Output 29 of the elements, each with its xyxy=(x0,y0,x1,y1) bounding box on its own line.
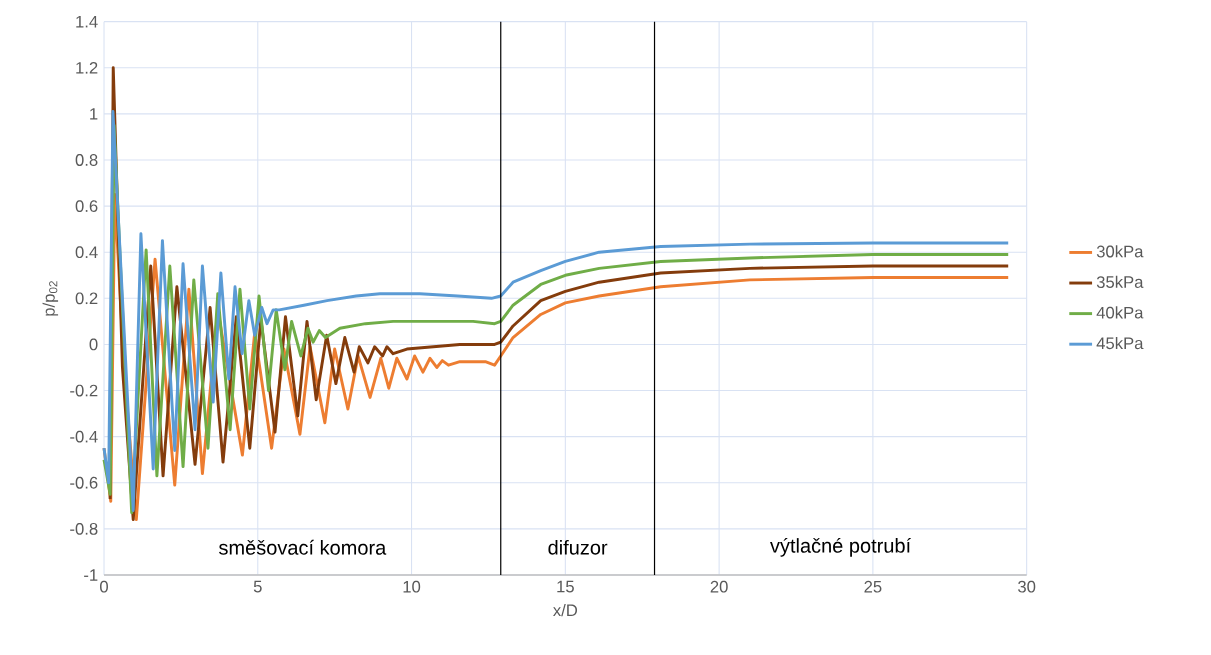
x-tick-label: 20 xyxy=(710,580,728,593)
y-tick-label: -0.2 xyxy=(70,384,98,397)
y-tick-label: 1 xyxy=(90,108,98,120)
y-tick-label: 0.2 xyxy=(75,292,98,305)
y-tick-label: -0.8 xyxy=(70,522,98,535)
x-tick-label: 5 xyxy=(253,580,262,593)
annotation: směšovací komora xyxy=(219,539,387,555)
x-tick-label: 25 xyxy=(864,580,882,593)
y-tick-label: 0.8 xyxy=(75,154,98,166)
annotation: výtlačné potrubí xyxy=(770,537,912,557)
y-tick-label: 0 xyxy=(89,338,98,351)
y-tick-label: 0.6 xyxy=(75,200,98,212)
y-tick-label: -0.4 xyxy=(70,430,98,443)
y-tick-label: -1 xyxy=(84,569,98,581)
x-tick-label: 30 xyxy=(1018,580,1036,593)
y-tick-label: 1.2 xyxy=(76,61,98,74)
legend-label: 30kPa xyxy=(1096,245,1144,258)
y-tick-label: 1.4 xyxy=(76,15,98,28)
legend-label: 40kPa xyxy=(1096,306,1144,319)
y-tick-label: 0.4 xyxy=(75,246,98,259)
annotation: difuzor xyxy=(548,539,608,555)
y-axis-title: p/p$_{02}$ xyxy=(42,281,59,316)
x-axis-title: x/D xyxy=(553,603,578,617)
x-tick-label: 0 xyxy=(100,580,108,593)
legend-label: 35kPa xyxy=(1096,275,1144,288)
x-tick-label: 15 xyxy=(557,580,574,593)
x-tick-label: 10 xyxy=(403,580,421,593)
legend-label: 45kPa xyxy=(1096,336,1144,350)
y-tick-label: -0.6 xyxy=(70,476,98,489)
